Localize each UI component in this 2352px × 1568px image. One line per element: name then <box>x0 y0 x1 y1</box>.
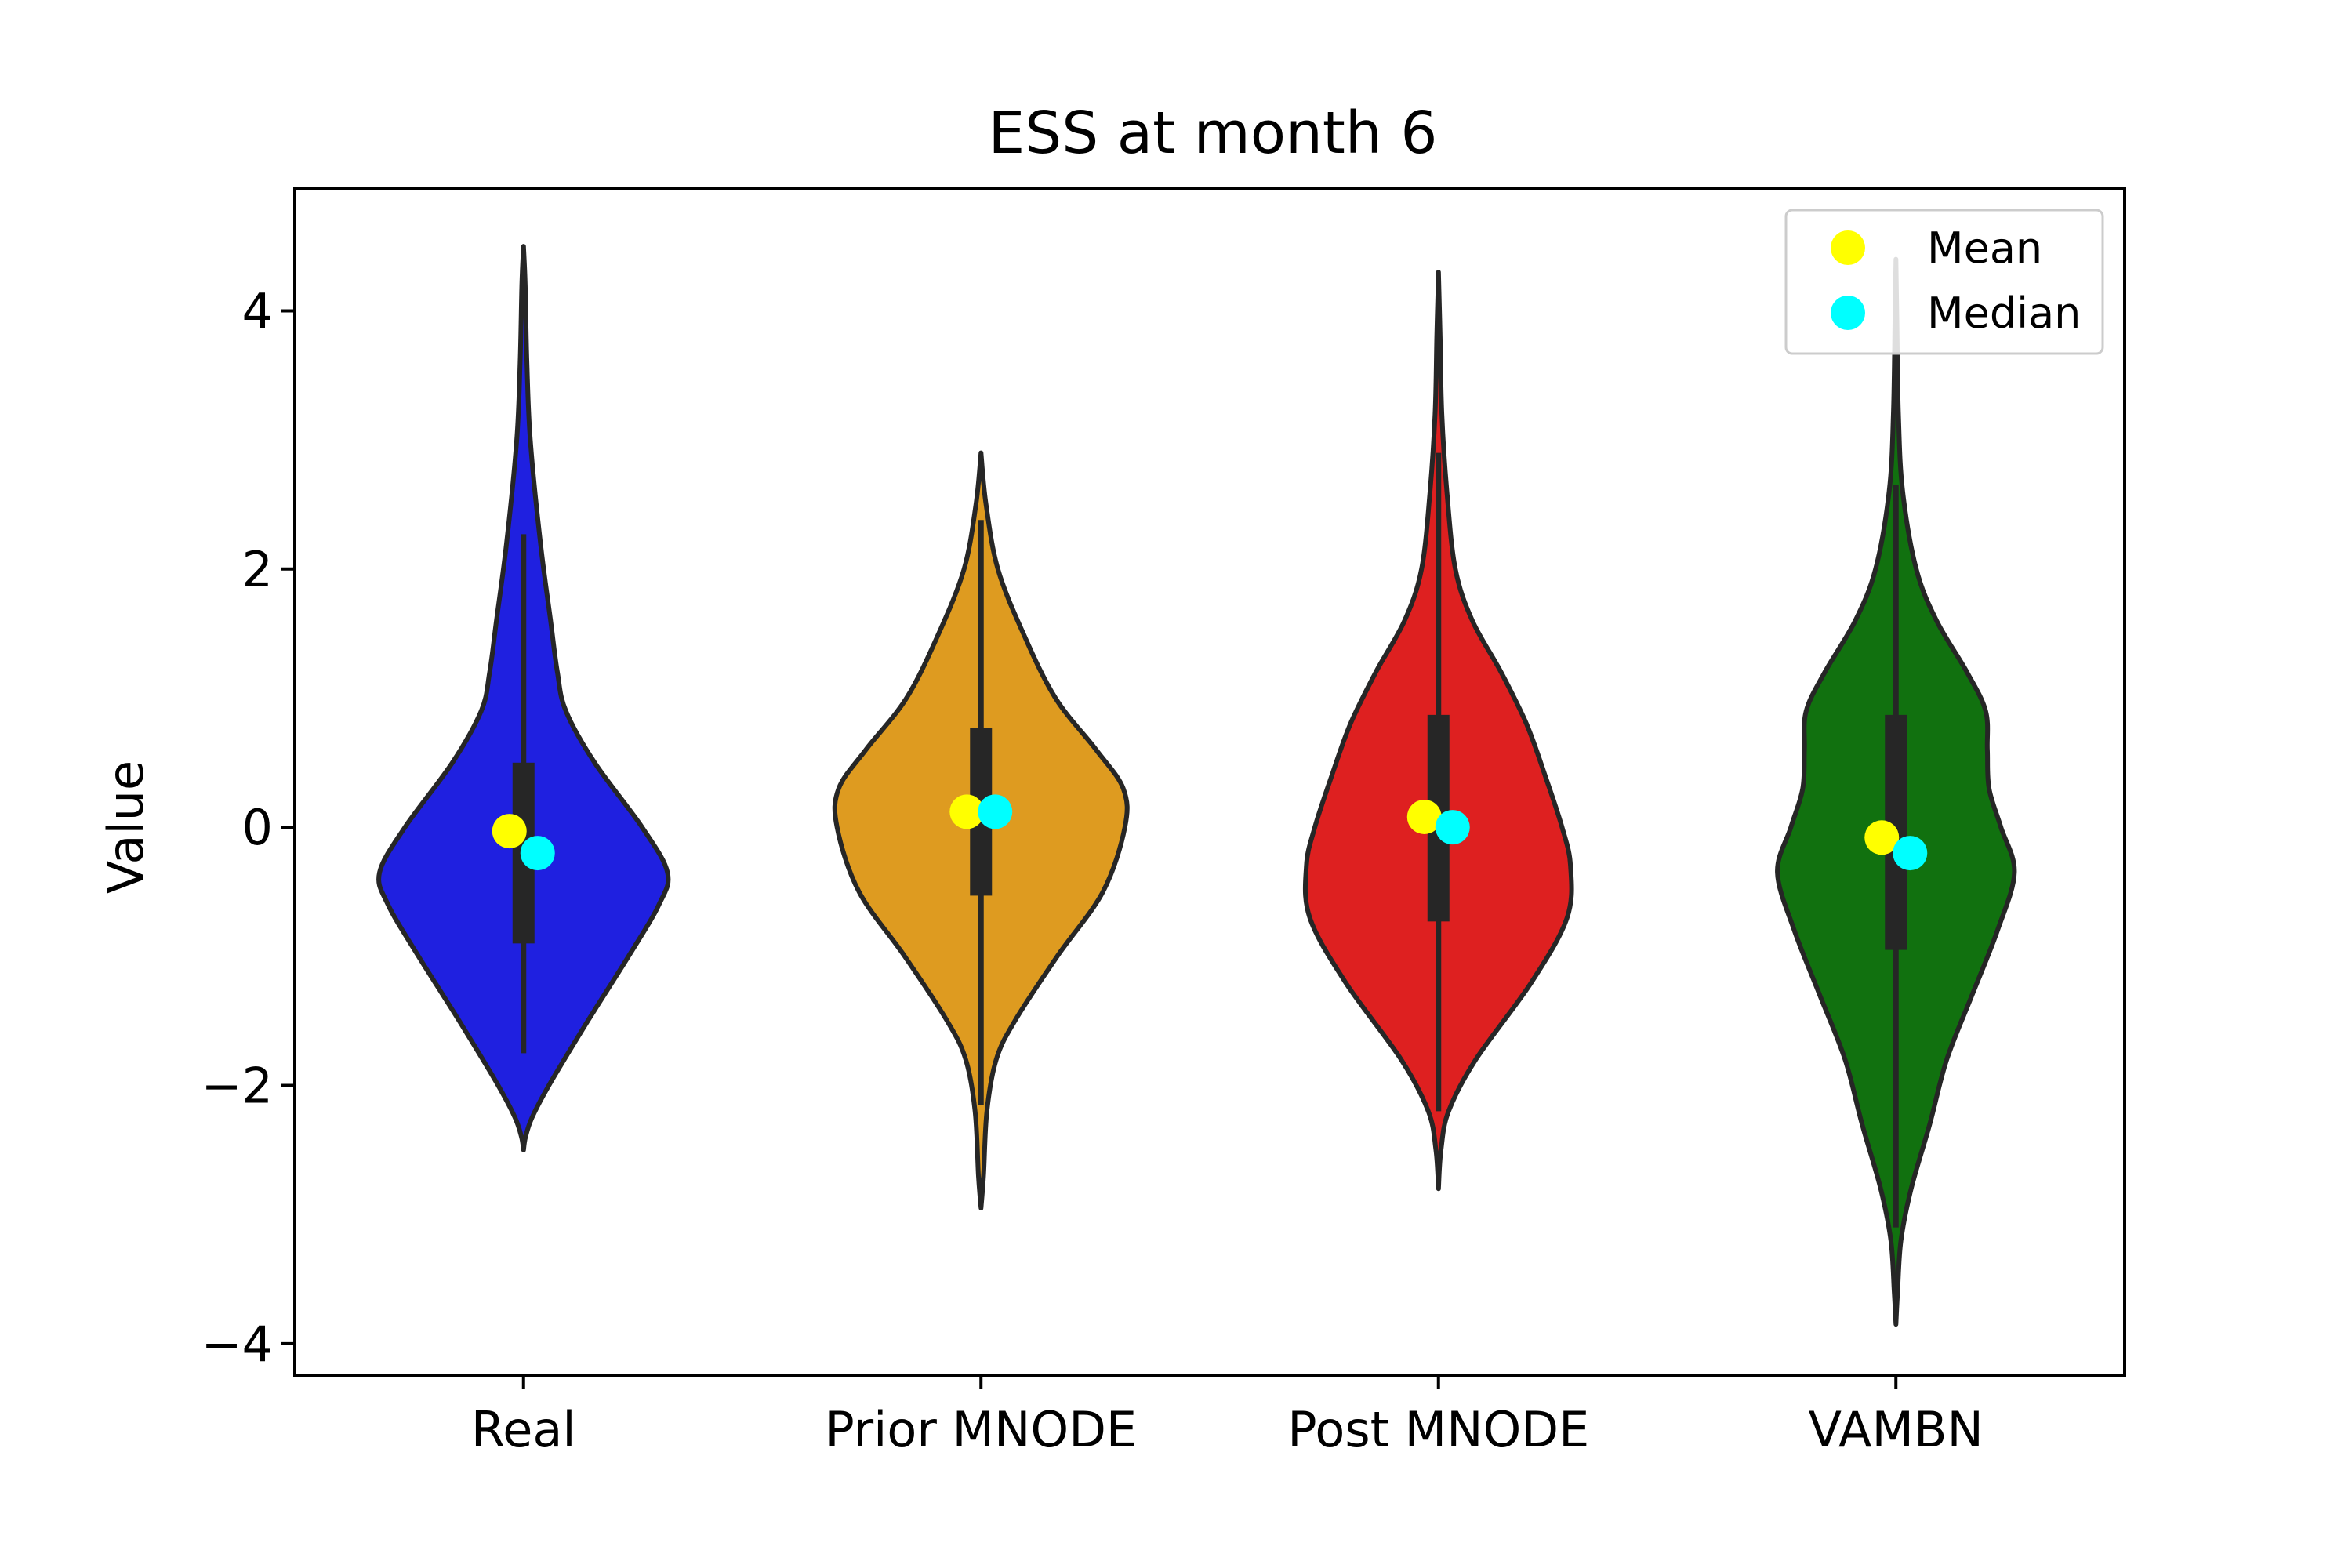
y-tick-label: 0 <box>242 799 273 856</box>
y-tick-label: 4 <box>242 282 273 339</box>
y-axis-label: Value <box>97 760 154 894</box>
y-tick-label: 2 <box>242 541 273 598</box>
x-tick-label: Real <box>471 1401 576 1458</box>
legend: Mean Median <box>1784 209 2104 355</box>
mean-marker-prior-mnode <box>949 794 985 829</box>
chart-title: ESS at month 6 <box>989 100 1438 167</box>
y-tick-label: −2 <box>201 1057 273 1114</box>
mean-marker-post-mnode <box>1406 799 1442 834</box>
legend-marker-median <box>1831 296 1865 330</box>
median-marker-real <box>520 836 555 871</box>
x-tick-label: Post MNODE <box>1287 1401 1589 1458</box>
median-marker-prior-mnode <box>978 794 1013 829</box>
violin-layer <box>376 244 2017 1327</box>
x-tick-label: Prior MNODE <box>825 1401 1137 1458</box>
violin-post-mnode <box>1302 270 1574 1192</box>
legend-label-median: Median <box>1927 289 2081 338</box>
y-tick-label: −4 <box>201 1316 273 1373</box>
axes-layer: −4 −2 0 2 4 Real Prior MNODE Post MNODE VAMBN <box>201 187 2126 1458</box>
legend-label-mean: Mean <box>1927 223 2042 273</box>
legend-marker-mean <box>1831 230 1865 265</box>
mean-marker-real <box>492 814 527 849</box>
x-tick-label: VAMBN <box>1809 1401 1984 1458</box>
legend-frame <box>1784 209 2104 355</box>
plot-frame <box>293 187 2126 1377</box>
marker-layer <box>492 794 1928 871</box>
median-marker-vambn <box>1893 836 1928 871</box>
mean-marker-vambn <box>1864 820 1900 855</box>
median-marker-post-mnode <box>1435 810 1470 845</box>
